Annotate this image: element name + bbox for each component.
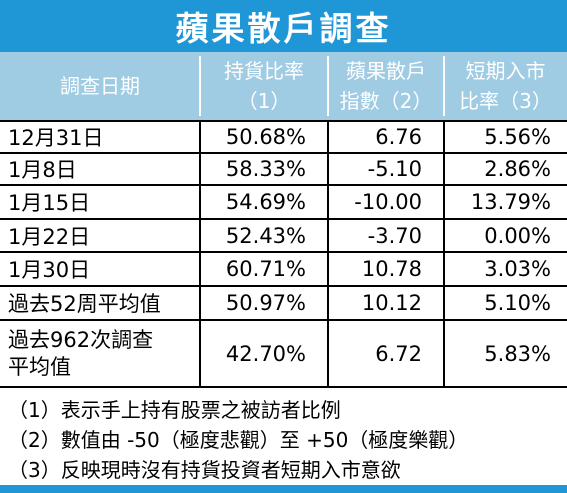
column-rule: [327, 122, 329, 388]
header-holding-line1: 持貨比率: [224, 59, 304, 83]
header-index-line2: 指數（2）: [339, 89, 433, 113]
footnotes: （1）表示手上持有股票之被訪者比例 （2）數值由 -50（極度悲觀）至 +50（…: [0, 390, 567, 483]
cell-date: 1月15日: [8, 191, 91, 215]
table-title: 蘋果散戶調查: [0, 0, 567, 52]
footnote-3: （3）反映現時沒有持貨投資者短期入市意欲: [8, 458, 401, 482]
table-row: 1月30日 60.71% 10.78 3.03%: [0, 253, 567, 287]
cell-date: 過去52周平均值: [8, 292, 161, 316]
cell-date: 過去962次調查 平均值: [0, 321, 200, 386]
cell-entry: 3.03%: [484, 257, 551, 281]
cell-holding: 58.33%: [225, 157, 306, 181]
header-date-label: 調查日期: [60, 74, 140, 98]
cell-entry: 0.00%: [484, 223, 551, 248]
cell-index: 10.12: [361, 291, 422, 315]
table-row: 1月8日 58.33% -5.10 2.86%: [0, 154, 567, 186]
cell-holding: 52.43%: [225, 223, 306, 248]
table-row: 過去52周平均值 50.97% 10.12 5.10%: [0, 287, 567, 321]
header-divider: [443, 56, 445, 116]
cell-date-line1: 過去962次調查: [8, 327, 154, 352]
header-entry-line1: 短期入市: [465, 59, 546, 83]
table-row: 1月22日 52.43% -3.70 0.00%: [0, 220, 567, 253]
footnote-1: （1）表示手上持有股票之被訪者比例: [8, 398, 341, 422]
cell-entry: 13.79%: [470, 190, 551, 214]
header-entry-line2: 比率（3）: [459, 89, 552, 113]
cell-holding: 60.71%: [225, 257, 306, 281]
header-divider: [327, 56, 329, 116]
column-rule: [443, 122, 445, 388]
cell-date: 12月31日: [8, 126, 104, 150]
cell-index: 10.78: [361, 257, 422, 281]
header-index: 蘋果散戶 指數（2）: [328, 52, 444, 120]
cell-entry: 5.10%: [484, 291, 551, 315]
header-holding-line2: （1）: [237, 89, 291, 113]
cell-index: 6.72: [375, 341, 422, 366]
cell-index: 6.76: [375, 125, 422, 149]
header-date: 調查日期: [0, 52, 200, 120]
bottom-rule: [0, 485, 567, 493]
cell-date: 1月30日: [8, 258, 91, 282]
cell-date-line2: 平均值: [8, 354, 71, 379]
cell-date: 1月22日: [8, 224, 91, 249]
cell-index: -5.10: [367, 157, 422, 181]
header-entry: 短期入市 比率（3）: [444, 52, 567, 120]
cell-holding: 50.97%: [225, 291, 306, 315]
cell-index: -10.00: [354, 190, 422, 214]
cell-entry: 5.56%: [484, 125, 551, 149]
table-row: 過去962次調查 平均值 42.70% 6.72 5.83%: [0, 321, 567, 388]
header-holding: 持貨比率 （1）: [200, 52, 328, 120]
cell-date: 1月8日: [8, 158, 77, 182]
table-row: 12月31日 50.68% 6.76 5.56%: [0, 122, 567, 154]
header-divider: [199, 56, 201, 116]
header-index-line1: 蘋果散戶: [346, 59, 426, 83]
table-row: 1月15日 54.69% -10.00 13.79%: [0, 186, 567, 220]
cell-entry: 5.83%: [484, 341, 551, 366]
footnote-2: （2）數值由 -50（極度悲觀）至 +50（極度樂觀）: [8, 428, 469, 452]
cell-holding: 42.70%: [225, 341, 306, 366]
cell-holding: 54.69%: [225, 190, 306, 214]
cell-entry: 2.86%: [484, 157, 551, 181]
cell-holding: 50.68%: [225, 125, 306, 149]
header-row: 調查日期 持貨比率 （1） 蘋果散戶 指數（2） 短期入市 比率（3）: [0, 52, 567, 122]
cell-index: -3.70: [367, 223, 422, 248]
column-rule: [199, 122, 201, 388]
